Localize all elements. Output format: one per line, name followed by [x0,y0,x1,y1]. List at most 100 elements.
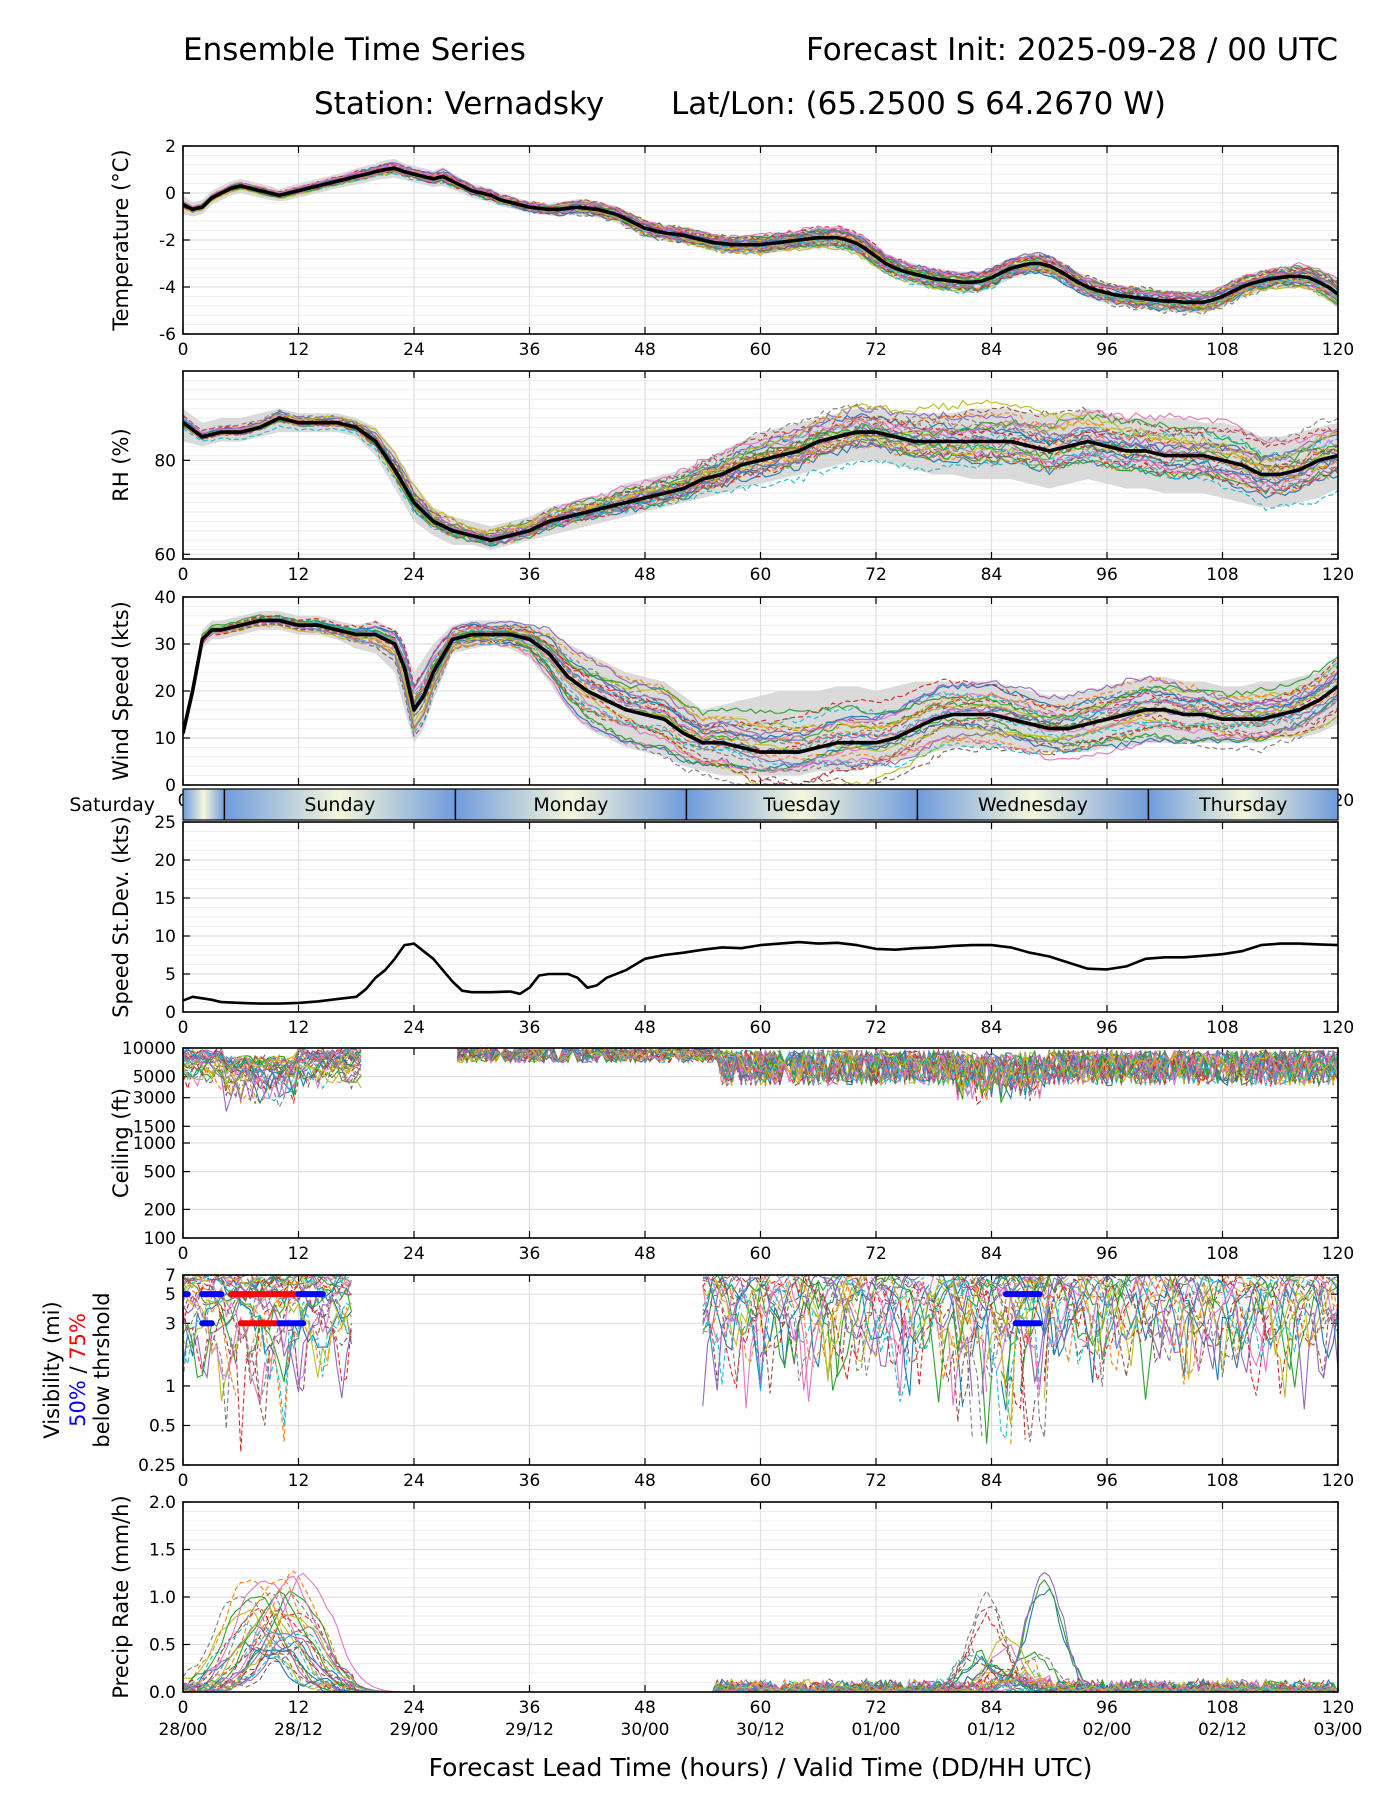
visibility-member-line [1029,1275,1132,1347]
temperature-xtick-label: 12 [288,340,310,360]
rh-xtick-label: 36 [519,565,541,585]
rh-ytick-label: 80 [154,451,176,471]
speed_stdev-ytick-label: 20 [154,851,176,871]
visibility-ylabel: Visibility (mi) [40,1301,64,1438]
ceiling-member-line [711,1049,1338,1093]
bottom-xtick-label: 108 [1206,1698,1238,1718]
temperature-series [183,158,1338,316]
speed_stdev-xtick-label: 72 [865,1018,887,1038]
visibility-member-line [226,1275,352,1377]
visibility-xtick-label: 0 [178,1471,189,1491]
visibility-member-line [1308,1283,1338,1359]
ceiling-member-line [183,1050,362,1081]
rh-xtick-label: 12 [288,565,310,585]
visibility-member-line [1251,1275,1305,1356]
temperature-ytick-label: 0 [165,184,176,204]
wind_speed-ytick-label: 40 [154,588,176,608]
visibility-member-line [183,1275,208,1296]
speed_stdev-ytick-label: 10 [154,927,176,947]
visibility-member-line [202,1275,208,1278]
visibility-series [183,1275,1338,1452]
speed_stdev-ytick-label: 5 [165,965,176,985]
visibility-member-line [827,1277,833,1282]
ceiling-xtick-label: 120 [1322,1244,1354,1264]
visibility-member-line [227,1275,352,1394]
ceiling-xtick-label: 108 [1206,1244,1238,1264]
visibility-member-line [736,1275,808,1356]
precip-member-line [183,1607,1338,1692]
visibility-member-line [986,1278,992,1285]
visibility-member-line [1010,1275,1098,1363]
visibility-member-line [971,1275,978,1284]
visibility-member-line [799,1275,915,1376]
ceiling-xtick-label: 0 [178,1244,189,1264]
bottom-xtick-label: 72 [865,1698,887,1718]
visibility-member-line [952,1278,963,1281]
valid-time-label: 30/00 [621,1720,670,1740]
visibility-member-line [971,1275,1094,1438]
bottom-xtick-label: 12 [288,1698,310,1718]
ceiling-member-line [683,1048,1338,1102]
visibility-member-line [1203,1276,1281,1347]
ceiling-member-line [183,1048,362,1102]
visibility-member-line [875,1275,944,1364]
visibility-member-line [1328,1278,1338,1295]
visibility-member-line [793,1275,848,1368]
visibility-ylabel-group: Visibility (mi) 50% / 75% below thrshold [40,1292,114,1447]
visibility-frame [182,1274,1339,1466]
speed_stdev-ylabel: Speed St.Dev. (kts) [109,816,133,1018]
visibility-member-line [293,1275,352,1335]
visibility-member-line [1274,1275,1338,1349]
visibility-member-line [750,1280,790,1353]
rh-series [183,399,1338,550]
visibility-member-line [183,1275,352,1383]
ceiling-member-line [529,1048,549,1063]
visibility-member-line [889,1276,944,1341]
visibility-member-line [1222,1278,1291,1396]
visibility-member-line [1111,1275,1194,1364]
station-label: Station: Vernadsky [314,86,605,122]
temperature-ytick-label: -4 [159,278,176,298]
visibility-member-line [1154,1275,1228,1378]
speed_stdev-xtick-label: 108 [1206,1018,1238,1038]
visibility-member-line [775,1275,781,1280]
visibility-member-line [1068,1275,1131,1387]
ceiling-series [183,1048,1338,1112]
wind_speed-frame [182,596,1339,786]
temperature-ylabel: Temperature (°C) [109,149,133,331]
visibility-member-line [957,1277,1012,1341]
rh-xtick-label: 84 [981,565,1003,585]
visibility-member-line [914,1275,983,1329]
temperature-xtick-label: 72 [865,340,887,360]
visibility-member-line [1145,1275,1194,1346]
valid-time-label: 30/12 [736,1720,785,1740]
visibility-member-line [1250,1279,1300,1347]
temperature-member-line [183,170,1338,316]
ceiling-member-line [659,1048,689,1062]
title-right: Forecast Init: 2025-09-28 / 00 UTC [806,32,1338,68]
visibility-xtick-label: 24 [403,1471,425,1491]
visibility-member-line [245,1275,309,1357]
visibility-member-line [1294,1279,1338,1333]
precip-frame [182,1501,1339,1693]
valid-time-label: 28/00 [159,1720,208,1740]
visibility-member-line [918,1279,992,1380]
wind_speed-member-line [183,618,1338,737]
temperature-ytick-label: 2 [165,137,176,157]
temperature-xtick-label: 108 [1206,340,1238,360]
speed_stdev-xtick-label: 120 [1322,1018,1354,1038]
visibility-member-line [274,1275,352,1338]
wind_speed-ytick-label: 30 [154,635,176,655]
visibility-member-line [1265,1280,1315,1370]
ceiling-member-line [514,1048,530,1058]
visibility-member-line [793,1275,863,1372]
day-band-segment [917,789,1149,820]
speed_stdev-ytick-label: 25 [154,813,176,833]
wind_speed-ytick-label: 0 [165,776,176,796]
visibility-member-line [803,1275,867,1361]
temperature-xtick-label: 96 [1096,340,1118,360]
valid-time-label: 02/00 [1083,1720,1132,1740]
ceiling-member-line [471,1048,482,1054]
visibility-member-line [1010,1275,1146,1381]
temperature-member-line [183,170,1338,308]
